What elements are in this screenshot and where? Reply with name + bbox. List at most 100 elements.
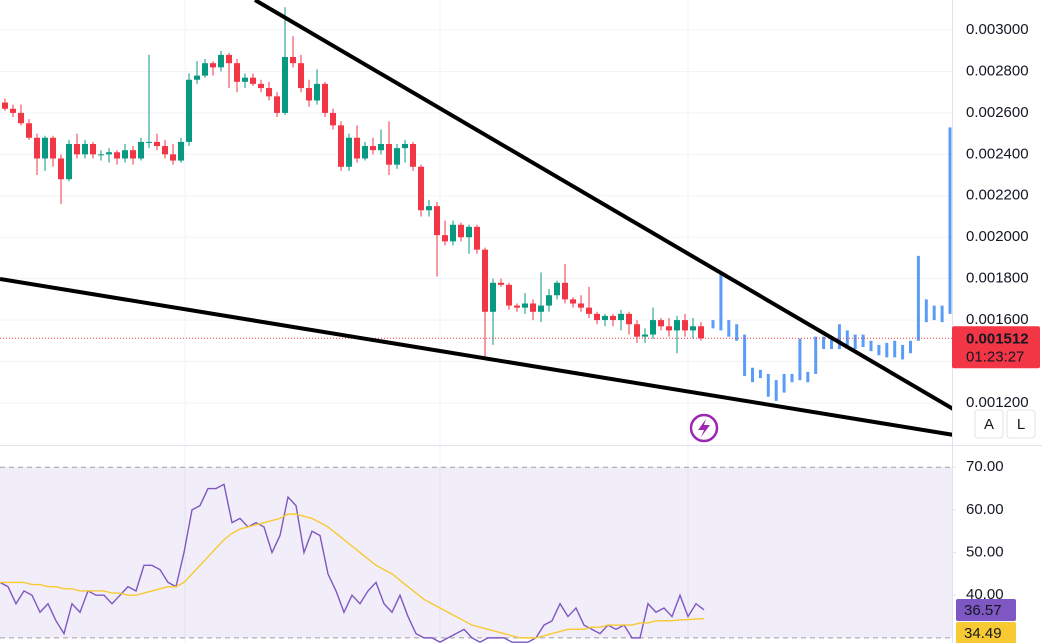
candle-body <box>490 282 496 312</box>
rsi-band <box>0 467 952 638</box>
candle-body <box>98 154 104 156</box>
candle-body <box>90 143 96 155</box>
candle-body <box>330 112 336 126</box>
candle-body <box>226 54 232 64</box>
lightning-icon[interactable] <box>689 413 719 443</box>
price-pane <box>0 7 952 401</box>
candle-body <box>506 284 512 306</box>
candle-body <box>162 146 168 155</box>
projection-bar <box>822 336 826 350</box>
projection-bar <box>909 340 912 354</box>
projection-bar <box>751 367 754 383</box>
candle-body <box>122 150 128 159</box>
value-label: 34.49 <box>964 625 1002 642</box>
candle-body <box>578 303 584 308</box>
candle-body <box>338 125 344 167</box>
candle-body <box>18 112 24 124</box>
candle-body <box>58 158 64 180</box>
projection-bar <box>782 373 786 393</box>
candle-body <box>562 282 568 300</box>
projection-bar <box>790 373 794 383</box>
button-box <box>974 409 1004 439</box>
trendlines <box>0 0 952 437</box>
projection-bar <box>837 324 841 350</box>
icon-bolt <box>698 419 710 437</box>
price-label: 0.001512 <box>966 330 1029 347</box>
projection-bar <box>948 127 952 314</box>
candle-body <box>370 146 376 151</box>
candle-body <box>2 102 8 109</box>
y-tick-label: 40.00 <box>966 586 1004 603</box>
button-l[interactable]: L <box>1006 409 1036 439</box>
y-tick-label: 0.002200 <box>966 187 1029 204</box>
candle-body <box>210 63 216 68</box>
projection-bar <box>845 330 849 348</box>
projection-bar <box>766 373 770 397</box>
projection-bar <box>869 340 873 352</box>
button-box <box>1006 409 1036 439</box>
candle-body <box>434 206 440 236</box>
candle-body <box>386 143 392 165</box>
candle-body <box>530 303 536 312</box>
candle-body <box>106 152 112 155</box>
candle-body <box>402 143 408 149</box>
y-tick-label: 0.001600 <box>966 311 1029 328</box>
candle-body <box>522 303 528 308</box>
trendline <box>253 0 952 411</box>
value-label: 36.57 <box>964 602 1002 619</box>
candle-body <box>378 143 384 151</box>
candle-body <box>690 326 696 331</box>
button-label: L <box>1017 416 1025 433</box>
projection-bar <box>806 371 810 383</box>
y-tick-label: 0.002000 <box>966 228 1029 245</box>
candle-body <box>658 320 664 327</box>
candle-body <box>282 56 288 113</box>
candle-body <box>498 282 504 285</box>
candle-body <box>138 141 144 159</box>
button-label: A <box>984 416 994 433</box>
projection-bar <box>711 320 715 329</box>
candle-body <box>250 77 256 84</box>
candle-body <box>354 137 360 159</box>
candle-body <box>10 108 16 113</box>
candle-body <box>594 313 600 321</box>
candle-body <box>642 334 648 337</box>
candle-body <box>666 326 672 331</box>
y-tick-label: 0.002600 <box>966 104 1029 121</box>
candle-body <box>458 224 464 238</box>
candle-body <box>298 63 304 89</box>
candle-body <box>610 315 616 321</box>
button-a[interactable]: A <box>974 409 1004 439</box>
projection-bar <box>814 336 818 374</box>
candle-body <box>442 235 448 242</box>
candle-body <box>546 295 552 306</box>
y-tick-label: 0.001200 <box>966 394 1029 411</box>
projection-bar <box>743 334 747 377</box>
y-tick-label: 60.00 <box>966 501 1004 518</box>
candle-body <box>266 88 272 97</box>
candle-body <box>482 249 488 312</box>
price-label-box <box>952 326 1040 369</box>
candle-body <box>650 320 656 335</box>
candle-body <box>362 146 368 159</box>
y-tick-label: 50.00 <box>966 544 1004 561</box>
candle-body <box>626 313 632 325</box>
candle-body <box>74 143 80 155</box>
projection-bar <box>893 340 897 358</box>
projection-bar <box>719 272 723 331</box>
candle-body <box>50 137 56 159</box>
candle-body <box>154 141 160 147</box>
candle-body <box>418 166 424 211</box>
projection-bar <box>924 299 928 323</box>
candle-body <box>618 313 624 321</box>
candle-body <box>538 305 544 312</box>
candle-body <box>322 83 328 113</box>
candle-body <box>410 143 416 167</box>
projection-bar <box>727 320 731 337</box>
candle-body <box>682 320 688 331</box>
candle-body <box>602 315 608 321</box>
candle-body <box>146 141 152 143</box>
candle-body <box>586 307 592 314</box>
